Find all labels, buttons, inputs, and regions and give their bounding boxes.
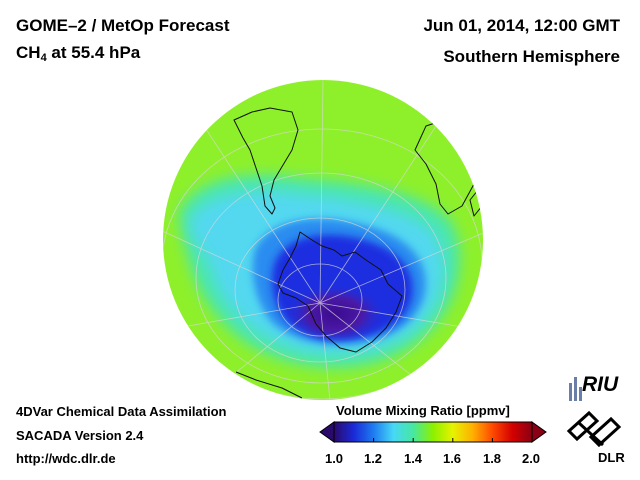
colorbar-tick-label: 1.8	[482, 451, 502, 466]
graticule	[163, 80, 483, 400]
antarctica-coastline	[277, 231, 403, 353]
species-label: CH4 at 55.4 hPa	[16, 43, 140, 64]
species-prefix: CH	[16, 43, 41, 62]
dlr-logo-icon	[566, 410, 622, 448]
colorbar-tick-label: 1.2	[363, 451, 383, 466]
colorbar-title: Volume Mixing Ratio [ppmv]	[336, 403, 510, 418]
dlr-logo-text: DLR	[598, 450, 625, 465]
forecast-datetime: Jun 01, 2014, 12:00 GMT	[423, 16, 620, 35]
colorbar-tick-label: 2.0	[521, 451, 541, 466]
globe-map	[163, 80, 483, 400]
methane-field	[163, 80, 483, 400]
colorbar-tick-label: 1.6	[442, 451, 462, 466]
riu-logo-icon	[569, 377, 582, 401]
species-subscript: 4	[40, 52, 47, 64]
map-title: GOME–2 / MetOp Forecast	[16, 16, 230, 35]
riu-logo-text: RIU	[582, 373, 619, 396]
colorbar-left-arrow	[319, 421, 335, 443]
colorbar-tick-label: 1.0	[324, 451, 344, 466]
hemisphere-label: Southern Hemisphere	[443, 47, 620, 66]
colorbar-tick-label: 1.4	[403, 451, 423, 466]
australia-coastline	[235, 371, 303, 399]
footer-method: 4DVar Chemical Data Assimilation	[16, 404, 227, 419]
colorbar	[319, 421, 547, 443]
south-america-coastline	[233, 107, 299, 215]
low-core	[285, 284, 385, 344]
footer-version: SACADA Version 2.4	[16, 428, 144, 443]
colorbar-right-arrow	[531, 421, 547, 443]
footer-url: http://wdc.dlr.de	[16, 451, 116, 466]
species-pressure: at 55.4 hPa	[46, 43, 141, 62]
colorbar-gradient	[333, 421, 533, 443]
